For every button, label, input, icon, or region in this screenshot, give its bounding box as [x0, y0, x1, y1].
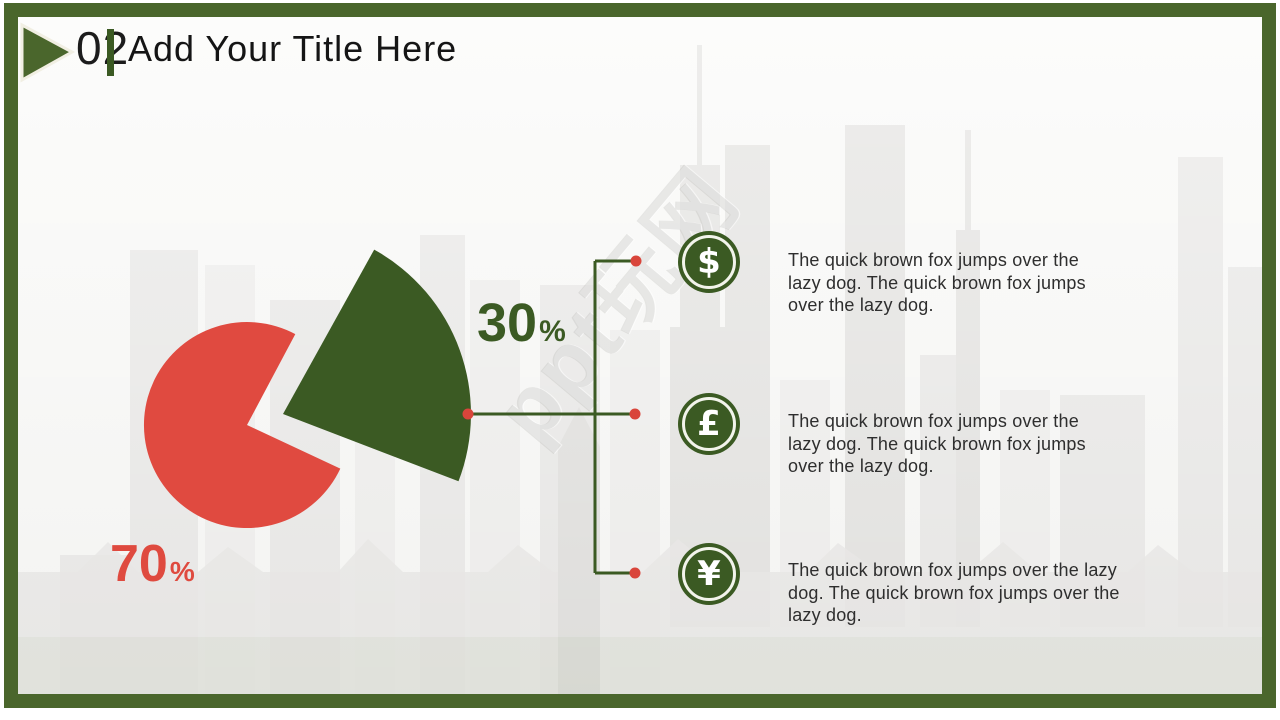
- callout-text-dollar: The quick brown fox jumps over the lazy …: [788, 250, 1086, 315]
- yen-coin-icon: ¥: [678, 543, 740, 605]
- pound-coin-icon: £: [678, 393, 740, 455]
- connector-lines: [468, 259, 636, 575]
- value-label-red: 70 %: [110, 534, 195, 594]
- value-label-green: 30 %: [477, 292, 566, 354]
- value-70: 70: [110, 535, 168, 593]
- percent-sign: %: [169, 556, 195, 587]
- pie-slice-70-red: [143, 322, 341, 529]
- pound-symbol: £: [697, 404, 721, 444]
- callout-text-yen: The quick brown fox jumps over the lazy …: [788, 560, 1120, 625]
- background-cityscape: [18, 17, 1262, 697]
- page-title: Add Your Title Here: [128, 28, 458, 69]
- yen-symbol: ¥: [697, 554, 721, 594]
- dollar-coin-icon: $: [678, 231, 740, 293]
- pie-slice-30-green-exploded: [283, 249, 471, 482]
- value-30: 30: [477, 293, 538, 353]
- dollar-symbol: $: [697, 242, 721, 282]
- header-divider: [107, 29, 114, 76]
- section-triangle-icon: [20, 22, 76, 83]
- section-number: 02: [76, 22, 130, 74]
- connector-dots: [462, 255, 642, 579]
- percent-sign: %: [539, 315, 566, 348]
- callout-text-pound: The quick brown fox jumps over the lazy …: [788, 411, 1086, 476]
